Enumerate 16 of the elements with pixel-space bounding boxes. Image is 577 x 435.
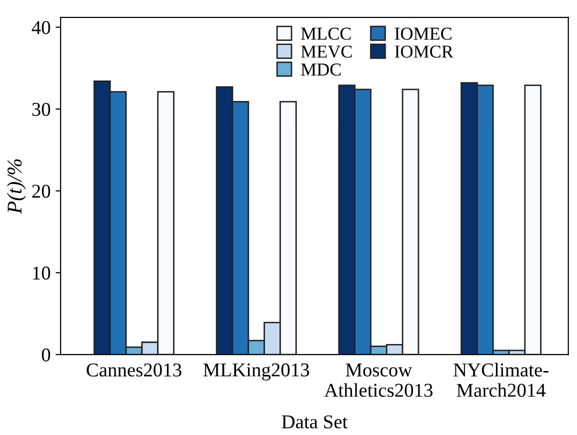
y-tick-label: 10: [33, 266, 50, 280]
y-axis-title: P(t)/%: [6, 159, 26, 214]
legend-label: MLCC: [301, 28, 351, 40]
legend-label: MDC: [301, 64, 341, 76]
x-axis-title: Data Set: [282, 415, 348, 428]
x-tick-label: Moscow Athletics2013: [324, 364, 432, 397]
x-tick-label: MLKing2013: [203, 363, 310, 380]
legend-label: IOMCR: [394, 46, 454, 58]
y-tick-label: 20: [32, 184, 50, 198]
legend-label: IOMEC: [394, 28, 452, 40]
x-tick-label: NYClimate- March2014: [454, 362, 548, 397]
y-tick-label: 30: [32, 102, 50, 116]
x-tick-label: Cannes2013: [86, 363, 182, 377]
legend-label: MEVC: [301, 46, 352, 58]
y-tick-label: 0: [42, 348, 50, 362]
y-tick-label: 40: [32, 21, 50, 34]
